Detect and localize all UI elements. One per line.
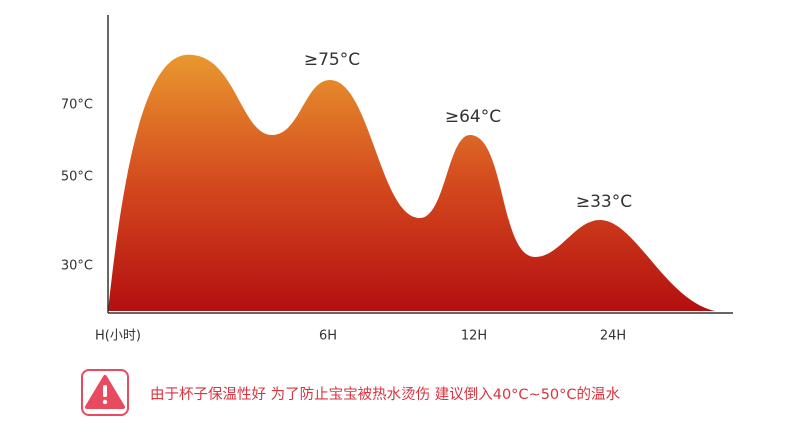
y-label: 70°C	[61, 98, 93, 113]
notice-text: 由于杯子保温性好 为了防止宝宝被热水烫伤 建议倒入40°C~50°C的温水	[150, 386, 621, 403]
y-label: 30°C	[61, 259, 93, 274]
warning-icon	[81, 369, 129, 416]
peak-annotation: ≥33°C	[576, 192, 632, 212]
peak-annotation: ≥75°C	[304, 50, 360, 70]
x-label: H(小时)	[95, 329, 141, 344]
x-label: 12H	[461, 329, 487, 344]
x-label: 24H	[600, 329, 626, 344]
y-label: 50°C	[61, 170, 93, 185]
x-label: 6H	[319, 329, 337, 344]
temperature-curve	[108, 54, 715, 312]
peak-annotation: ≥64°C	[445, 107, 501, 127]
